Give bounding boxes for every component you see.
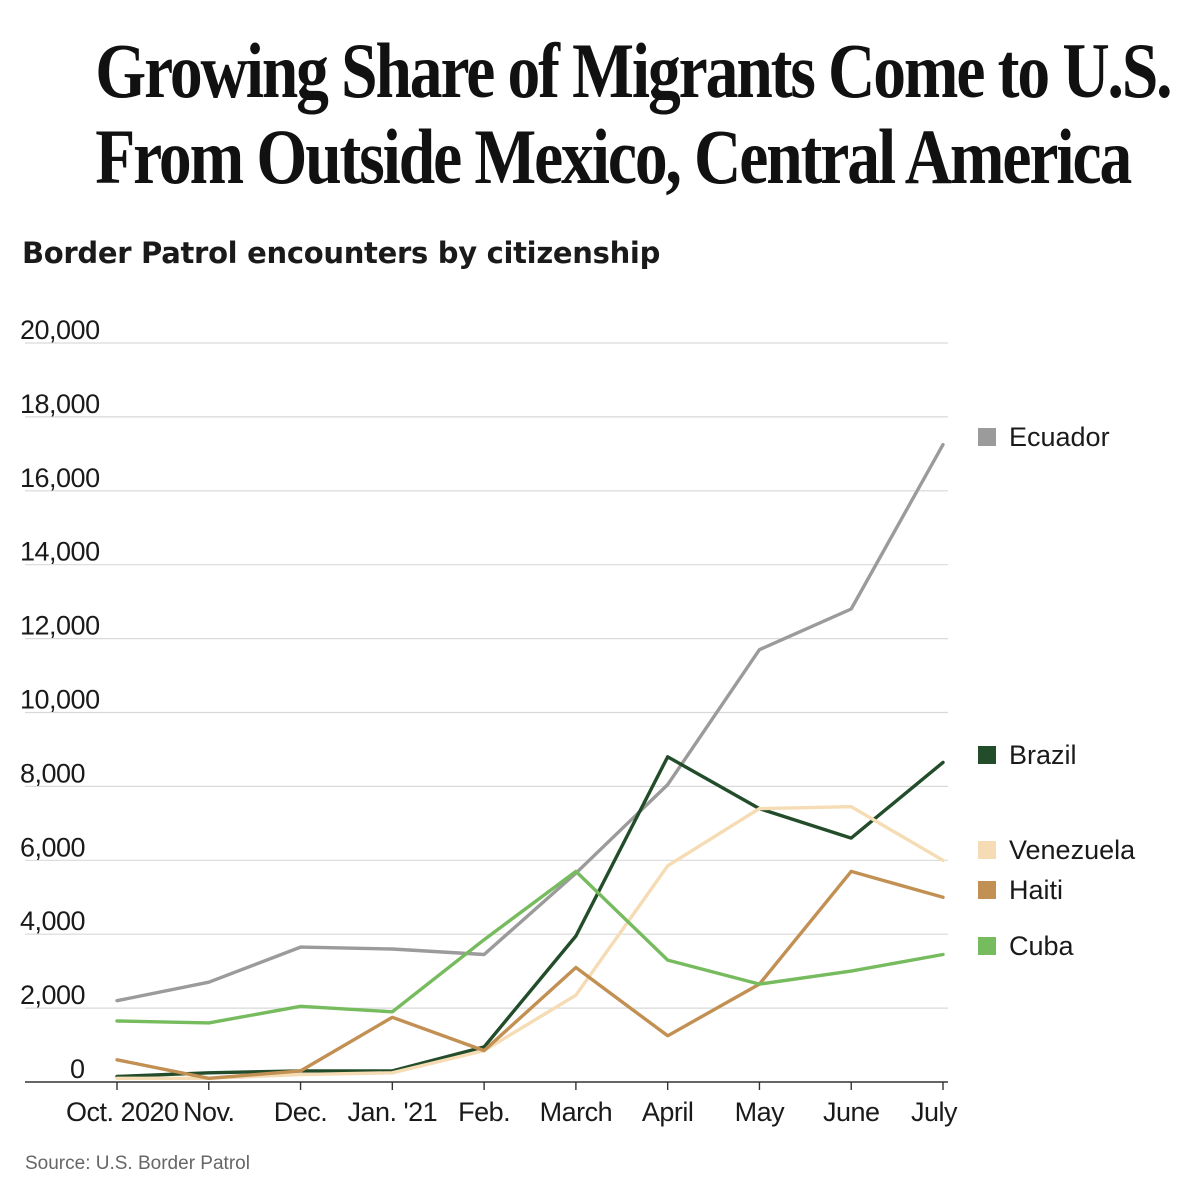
x-tick-label: July — [911, 1097, 958, 1127]
x-tick-label: Oct. 2020 — [66, 1097, 179, 1127]
x-tick-label: May — [735, 1097, 786, 1127]
series-line-brazil — [115, 755, 945, 1079]
headline-line-1: Growing Share of Migrants Come to U.S. — [95, 27, 1172, 114]
series-lines — [115, 442, 945, 1081]
x-tick-label: April — [642, 1097, 694, 1127]
x-tick-label: June — [823, 1097, 880, 1127]
legend-swatch-venezuela — [978, 841, 996, 859]
legend-label-brazil: Brazil — [1009, 740, 1077, 770]
x-tick-label: Nov. — [183, 1097, 235, 1127]
legend-swatch-haiti — [978, 881, 996, 899]
y-tick-label: 4,000 — [20, 906, 85, 936]
legend-swatch-ecuador — [978, 428, 996, 446]
y-tick-label: 18,000 — [20, 389, 100, 419]
headline-line-2: From Outside Mexico, Central America — [95, 113, 1132, 200]
legend-label-haiti: Haiti — [1009, 875, 1063, 905]
series-line-ecuador — [115, 442, 945, 1003]
y-tick-label: 6,000 — [20, 832, 85, 862]
series-line-cuba — [115, 869, 945, 1025]
y-tick-label: 8,000 — [20, 758, 85, 788]
x-tick-label: March — [540, 1097, 613, 1127]
x-tick-label: Jan. '21 — [347, 1097, 437, 1127]
y-tick-label: 12,000 — [20, 611, 100, 641]
gridlines — [25, 342, 948, 1009]
y-tick-label: 16,000 — [20, 463, 100, 493]
x-tick-label: Dec. — [274, 1097, 328, 1127]
legend-label-ecuador: Ecuador — [1009, 422, 1110, 452]
x-axis: Oct. 2020 Nov. Dec. Jan. '21 Feb. March April M… — [25, 1081, 958, 1127]
series-line-venezuela — [115, 805, 945, 1081]
y-axis-ticks: 0 2,000 4,000 6,000 8,000 10,000 12,000 14,000 1… — [20, 315, 100, 1084]
y-tick-label: 20,000 — [20, 315, 100, 345]
legend: Ecuador Brazil Venezuela Haiti Cuba — [978, 422, 1136, 961]
y-tick-label: 14,000 — [20, 537, 100, 567]
legend-swatch-cuba — [978, 937, 996, 955]
series-line-haiti — [115, 869, 945, 1081]
chart-subtitle: Border Patrol encounters by citizenship — [22, 236, 661, 270]
legend-swatch-brazil — [978, 746, 996, 764]
y-tick-label: 0 — [70, 1054, 85, 1084]
y-tick-label: 2,000 — [20, 980, 85, 1010]
legend-label-venezuela: Venezuela — [1009, 835, 1136, 865]
headline: Growing Share of Migrants Come to U.S. F… — [95, 27, 1172, 200]
legend-label-cuba: Cuba — [1009, 931, 1075, 961]
source-note: Source: U.S. Border Patrol — [25, 1153, 250, 1174]
x-tick-label: Feb. — [458, 1097, 510, 1127]
y-tick-label: 10,000 — [20, 685, 100, 715]
